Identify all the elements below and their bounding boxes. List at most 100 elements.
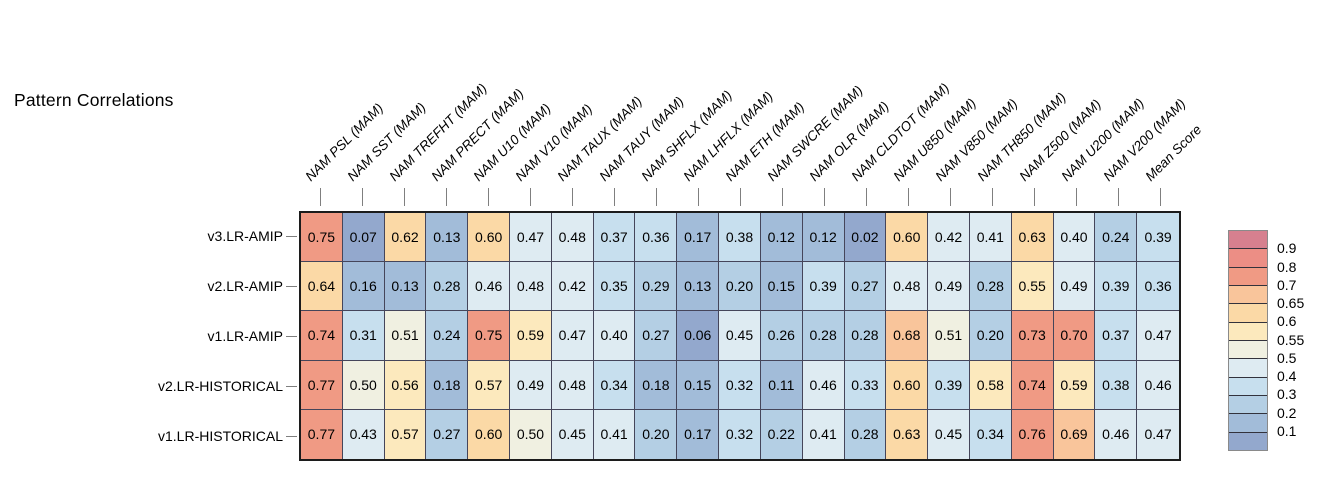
heatmap-cell: 0.47 — [551, 311, 594, 361]
heatmap-cell: 0.59 — [510, 311, 552, 361]
heatmap-cell: 0.51 — [928, 311, 970, 361]
heatmap-cell: 0.75 — [301, 213, 343, 263]
column-tick — [782, 188, 783, 206]
heatmap-cell: 0.46 — [1095, 409, 1138, 459]
heatmap-cell: 0.24 — [426, 311, 469, 361]
heatmap-cell: 0.12 — [802, 213, 845, 263]
row-label: v3.LR-AMIP — [207, 228, 283, 244]
heatmap-cell: 0.22 — [760, 409, 803, 459]
heatmap-cell: 0.69 — [1053, 409, 1096, 459]
colorbar-tick-label: 0.8 — [1277, 258, 1297, 275]
heatmap-cell: 0.68 — [886, 311, 929, 361]
heatmap-cell: 0.62 — [384, 213, 427, 263]
colorbar-band — [1229, 321, 1267, 340]
heatmap-cell: 0.41 — [593, 409, 636, 459]
heatmap-cell: 0.34 — [593, 360, 636, 410]
heatmap-cell: 0.29 — [635, 262, 678, 312]
heatmap-cell: 0.51 — [384, 311, 427, 361]
heatmap-cell: 0.60 — [468, 409, 511, 459]
heatmap-cell: 0.74 — [1011, 360, 1054, 410]
heatmap-cell: 0.75 — [468, 311, 511, 361]
heatmap-cell: 0.17 — [677, 409, 720, 459]
colorbar-tick-label: 0.1 — [1277, 422, 1297, 439]
colorbar-tick-label: 0.9 — [1277, 240, 1297, 257]
heatmap-cell: 0.28 — [969, 262, 1012, 312]
heatmap-cell: 0.33 — [844, 360, 887, 410]
heatmap-cell: 0.27 — [426, 409, 469, 459]
heatmap-cell: 0.50 — [510, 409, 552, 459]
heatmap-cell: 0.37 — [1095, 311, 1138, 361]
heatmap-cell: 0.34 — [969, 409, 1012, 459]
heatmap-cell: 0.47 — [510, 213, 552, 263]
heatmap-cell: 0.76 — [1011, 409, 1054, 459]
chart-title: Pattern Correlations — [14, 90, 174, 110]
heatmap-cell: 0.32 — [719, 409, 761, 459]
heatmap-cell: 0.47 — [1137, 409, 1179, 459]
heatmap-cell: 0.02 — [844, 213, 887, 263]
heatmap-cell: 0.18 — [426, 360, 469, 410]
heatmap-cell: 0.47 — [1137, 311, 1179, 361]
colorbar-band — [1229, 339, 1267, 359]
heatmap-cell: 0.27 — [635, 311, 678, 361]
row-tick — [286, 436, 297, 437]
colorbar-tick-label: 0.4 — [1277, 368, 1297, 384]
heatmap-cell: 0.16 — [342, 262, 385, 312]
column-tick — [740, 188, 741, 206]
heatmap-cell: 0.37 — [593, 213, 636, 263]
row-label: v1.LR-AMIP — [207, 328, 283, 344]
heatmap-cell: 0.28 — [802, 311, 845, 361]
heatmap-cell: 0.27 — [844, 262, 887, 312]
heatmap-cell: 0.39 — [928, 360, 970, 410]
heatmap-cell: 0.49 — [1053, 262, 1096, 312]
heatmap-cell: 0.15 — [760, 262, 803, 312]
heatmap-cell: 0.24 — [1095, 213, 1138, 263]
colorbar-band — [1229, 248, 1267, 267]
heatmap-cell: 0.49 — [510, 360, 552, 410]
colorbar-tick-label: 0.6 — [1277, 313, 1297, 330]
heatmap-cell: 0.13 — [677, 262, 720, 312]
heatmap-cell: 0.20 — [719, 262, 761, 312]
heatmap-cell: 0.46 — [802, 360, 845, 410]
heatmap-cell: 0.48 — [551, 213, 594, 263]
colorbar-tick-label: 0.2 — [1277, 404, 1297, 421]
heatmap-cell: 0.18 — [635, 360, 678, 410]
colorbar-band — [1229, 231, 1267, 249]
column-tick — [614, 188, 615, 206]
heatmap-cell: 0.26 — [760, 311, 803, 361]
heatmap-cell: 0.13 — [426, 213, 469, 263]
heatmap-cell: 0.48 — [886, 262, 929, 312]
heatmap-cell: 0.49 — [928, 262, 970, 312]
heatmap-cell: 0.73 — [1011, 311, 1054, 361]
row-label: v2.LR-AMIP — [207, 278, 283, 294]
heatmap-cell: 0.39 — [802, 262, 845, 312]
heatmap-cell: 0.63 — [1011, 213, 1054, 263]
column-tick — [656, 188, 657, 206]
heatmap-cell: 0.40 — [593, 311, 636, 361]
heatmap-grid: 0.75 0.07 0.62 0.13 0.60 0.47 0.48 0.37 0.36 0.17… — [299, 211, 1181, 461]
column-tick — [404, 188, 405, 206]
heatmap-cell: 0.43 — [342, 409, 385, 459]
heatmap-cell: 0.41 — [802, 409, 845, 459]
column-tick — [1076, 188, 1077, 206]
heatmap-cell: 0.70 — [1053, 311, 1096, 361]
column-tick — [572, 188, 573, 206]
heatmap-cell: 0.77 — [301, 360, 343, 410]
heatmap-cell: 0.36 — [1137, 262, 1179, 312]
row-tick — [286, 336, 297, 337]
heatmap-cell: 0.39 — [1137, 213, 1179, 263]
heatmap-cell: 0.36 — [635, 213, 678, 263]
column-tick — [1160, 188, 1161, 206]
heatmap-cell: 0.46 — [468, 262, 511, 312]
heatmap-cell: 0.41 — [969, 213, 1012, 263]
heatmap-cell: 0.60 — [886, 360, 929, 410]
colorbar-tick-label: 0.5 — [1277, 349, 1297, 366]
heatmap-cell: 0.77 — [301, 409, 343, 459]
heatmap-cell: 0.15 — [677, 360, 720, 410]
heatmap-cell: 0.59 — [1053, 360, 1096, 410]
colorbar-tick-label: 0.7 — [1277, 276, 1297, 293]
heatmap-cell: 0.11 — [760, 360, 803, 410]
colorbar-band — [1229, 394, 1267, 414]
heatmap-cell: 0.45 — [551, 409, 594, 459]
heatmap-cell: 0.35 — [593, 262, 636, 312]
